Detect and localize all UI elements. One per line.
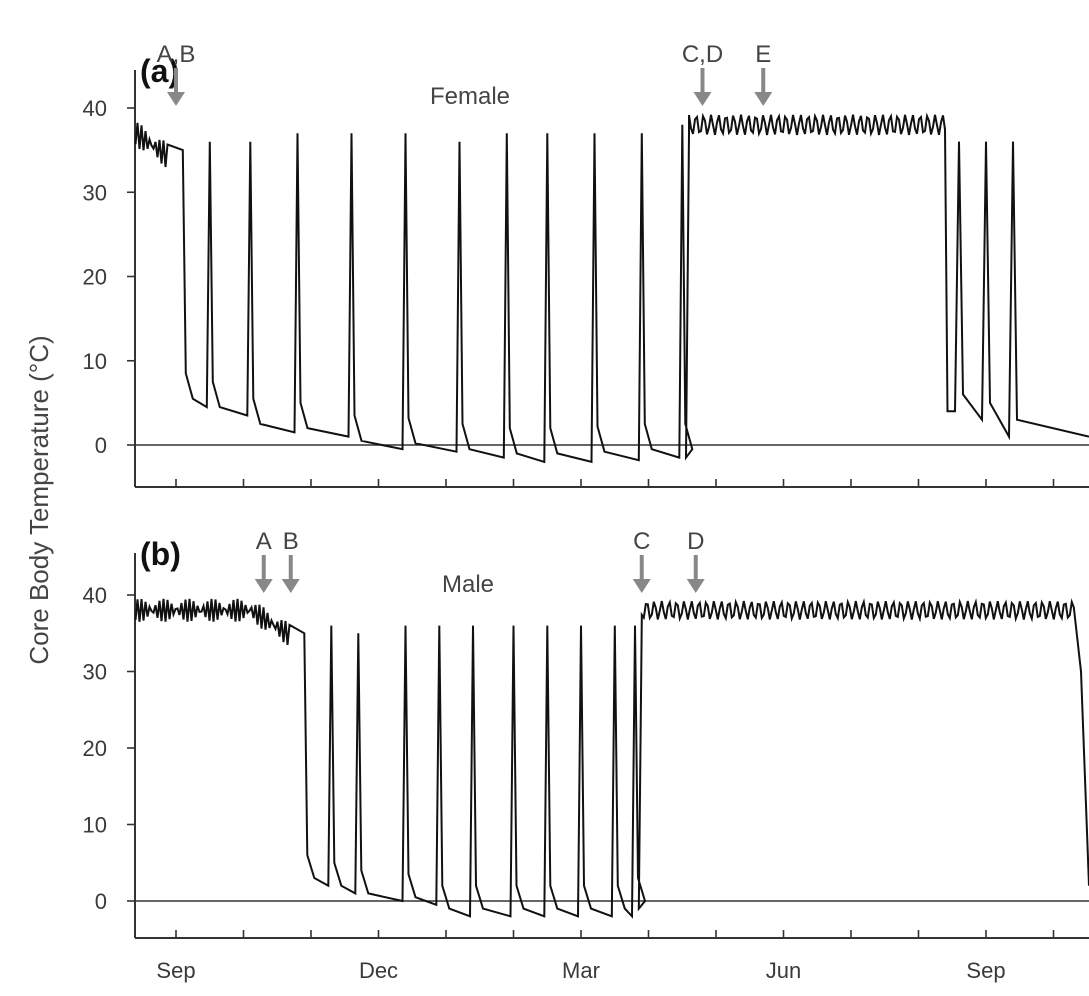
panel-a: 0 10 20 30 40 (a) Female A,B C,D E — [83, 41, 1089, 488]
annotation-arrow-head — [693, 92, 712, 106]
x-tick-label: Dec — [359, 958, 398, 983]
annotation-arrow-head — [167, 92, 185, 106]
y-axis-label: Core Body Temperature (°C) — [24, 335, 54, 664]
panel-tag: (a) — [140, 53, 179, 89]
temperature-trace — [134, 112, 1089, 464]
series-label: Female — [430, 83, 510, 110]
panel-tag: (b) — [140, 536, 181, 572]
annotation-label: C,D — [682, 41, 723, 68]
x-tick-label: Sep — [966, 958, 1005, 983]
annotation-arrow-head — [686, 579, 705, 593]
y-tick-label: 10 — [83, 349, 107, 374]
x-tick-label: Sep — [156, 958, 195, 983]
y-tick-label: 20 — [83, 736, 107, 761]
y-tick-label: 0 — [95, 433, 107, 458]
panel-b: 0 10 20 30 40 Sep Dec Mar Jun Sep (b) Male A B C D — [83, 528, 1089, 983]
annotation-arrow-head — [632, 579, 651, 593]
annotation-label: E — [755, 41, 771, 68]
annotation-label: A,B — [157, 41, 196, 68]
annotation-label: A — [256, 528, 272, 555]
series-label: Male — [442, 571, 494, 598]
annotation-arrow-head — [254, 579, 273, 593]
y-tick-label: 0 — [95, 889, 107, 914]
y-tick-label: 20 — [83, 265, 107, 290]
annotation-arrow-head — [281, 579, 300, 593]
y-tick-label: 30 — [83, 180, 107, 205]
y-tick-label: 40 — [83, 96, 107, 121]
annotation-label: D — [687, 528, 704, 555]
y-tick-label: 30 — [83, 660, 107, 685]
annotation-label: C — [633, 528, 650, 555]
y-tick-label: 40 — [83, 583, 107, 608]
annotation-label: B — [283, 528, 299, 555]
x-tick-label: Mar — [562, 958, 600, 983]
annotation-arrow-head — [754, 92, 773, 106]
y-tick-label: 10 — [83, 813, 107, 838]
x-tick-label: Jun — [766, 958, 801, 983]
temperature-trace — [134, 598, 1089, 919]
